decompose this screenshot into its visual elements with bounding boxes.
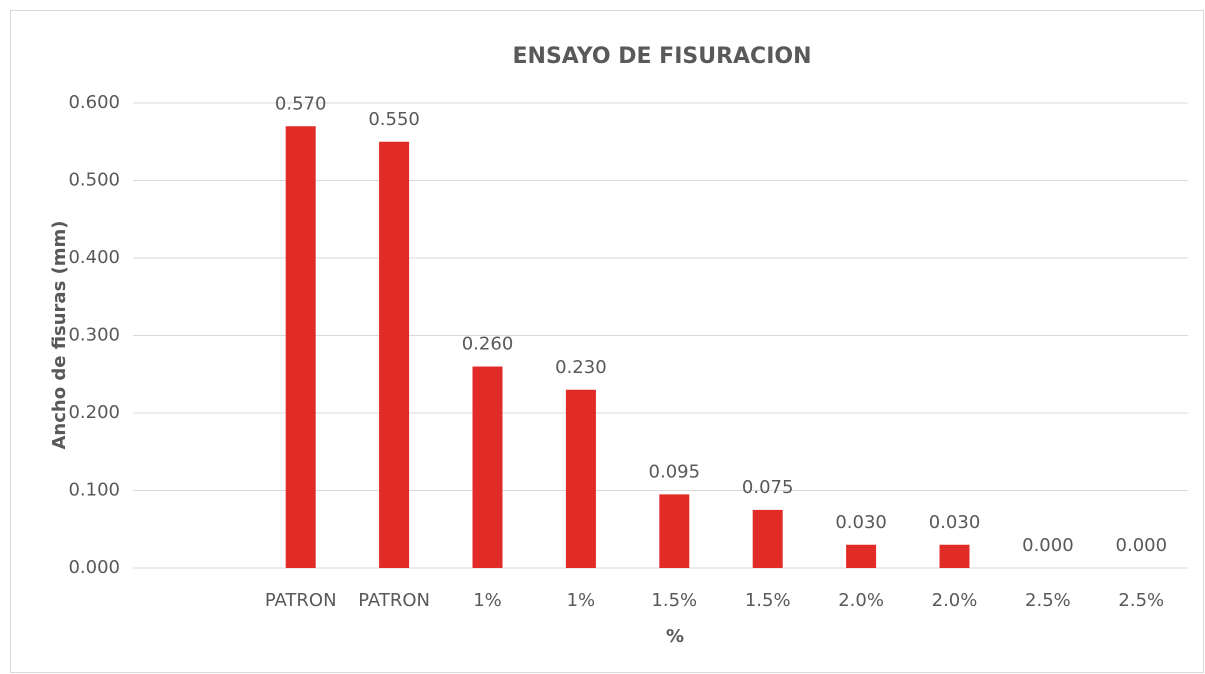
data-label: 0.000	[1116, 535, 1168, 556]
x-tick-label: 1%	[473, 590, 502, 611]
x-tick-label: 1%	[567, 590, 596, 611]
bar	[846, 544, 877, 568]
y-tick-label: 0.000	[68, 557, 120, 578]
x-tick-label: 2.0%	[932, 590, 978, 611]
x-tick-label: PATRON	[358, 590, 430, 611]
data-label: 0.095	[649, 461, 701, 482]
x-axis-label: %	[666, 626, 684, 647]
data-label: 0.550	[368, 109, 420, 130]
bar	[565, 389, 596, 568]
bar	[659, 494, 690, 568]
y-tick-label: 0.600	[68, 92, 120, 113]
bar	[379, 141, 410, 568]
data-label: 0.230	[555, 357, 607, 378]
data-label: 0.030	[929, 512, 981, 533]
x-tick-label: 1.5%	[745, 590, 791, 611]
y-tick-label: 0.100	[68, 480, 120, 501]
y-tick-label: 0.500	[68, 170, 120, 191]
bar	[939, 544, 970, 568]
data-label: 0.000	[1022, 535, 1074, 556]
data-label: 0.075	[742, 477, 794, 498]
x-tick-label: PATRON	[265, 590, 337, 611]
x-tick-label: 2.5%	[1118, 590, 1164, 611]
x-tick-label: 1.5%	[651, 590, 697, 611]
x-tick-label: 2.5%	[1025, 590, 1071, 611]
y-axis-label: Ancho de fisuras (mm)	[49, 220, 70, 449]
y-tick-label: 0.400	[68, 247, 120, 268]
bar	[285, 126, 316, 568]
y-tick-label: 0.300	[68, 325, 120, 346]
data-label: 0.570	[275, 93, 327, 114]
data-label: 0.030	[835, 512, 887, 533]
bar	[472, 366, 503, 568]
bar	[752, 509, 783, 568]
x-tick-label: 2.0%	[838, 590, 884, 611]
y-tick-label: 0.200	[68, 402, 120, 423]
chart-title: ENSAYO DE FISURACION	[513, 44, 812, 69]
data-label: 0.260	[462, 334, 514, 355]
chart-border	[10, 10, 1204, 673]
